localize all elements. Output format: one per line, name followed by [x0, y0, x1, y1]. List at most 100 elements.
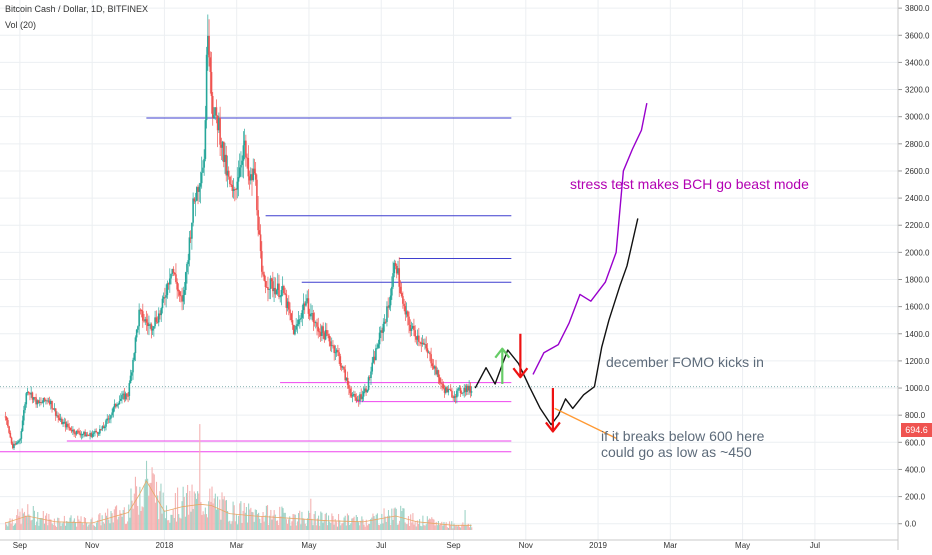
- candle-body: [443, 388, 446, 393]
- candle-body: [184, 272, 187, 291]
- volume-bar: [357, 522, 360, 530]
- volume-bar: [384, 516, 386, 530]
- volume-bar: [211, 486, 213, 530]
- candle-body: [249, 174, 252, 181]
- volume-bar: [66, 521, 68, 530]
- candle-body: [345, 377, 348, 381]
- candle-body: [72, 429, 74, 432]
- candle-body: [353, 394, 355, 396]
- candle-body: [53, 408, 56, 410]
- volume-bar: [239, 503, 241, 530]
- volume-bar: [330, 522, 332, 530]
- candle-body: [242, 145, 245, 161]
- volume-bar: [442, 525, 444, 530]
- volume-bar: [236, 524, 239, 530]
- candle-body: [219, 117, 221, 145]
- volume-bar: [396, 524, 398, 530]
- volume-bar: [62, 521, 64, 530]
- volume-bar: [365, 519, 367, 530]
- candle-body: [80, 434, 83, 436]
- x-tick-label: Sep: [13, 541, 28, 550]
- candle-body: [371, 362, 374, 372]
- candle-body: [92, 432, 95, 434]
- candle-body: [329, 341, 332, 347]
- volume-bar: [24, 515, 27, 530]
- candle-body: [313, 321, 316, 323]
- candle-body: [409, 324, 412, 331]
- candle-body: [171, 268, 174, 274]
- candle-body: [414, 330, 416, 337]
- volume-bar: [410, 514, 412, 530]
- candle-body: [126, 393, 128, 396]
- volume-bar: [180, 518, 182, 530]
- candle-body: [457, 388, 459, 391]
- volume-bar: [250, 507, 252, 530]
- candle-body: [30, 392, 32, 395]
- volume-bar: [47, 525, 49, 530]
- candle-body: [274, 287, 277, 295]
- volume-bar: [139, 486, 141, 530]
- volume-bar: [393, 508, 395, 530]
- annotation-marks: [494, 333, 617, 439]
- candle-body: [94, 430, 96, 433]
- volume-bar: [218, 509, 220, 530]
- volume-bar: [328, 515, 330, 530]
- volume-bar: [188, 514, 190, 530]
- candle-body: [287, 301, 290, 310]
- candle-body: [102, 426, 105, 429]
- volume-bar: [343, 517, 345, 530]
- candle-body: [359, 394, 361, 402]
- volume-bar: [164, 518, 166, 530]
- current-price-badge: 694.6: [901, 423, 932, 437]
- candle-body: [15, 442, 18, 445]
- volume-bar: [458, 526, 461, 530]
- volume-bar: [414, 521, 416, 530]
- volume-bar: [48, 513, 50, 530]
- volume-bar: [253, 521, 255, 530]
- volume-bar: [6, 524, 8, 530]
- candle-body: [43, 397, 46, 401]
- candle-body: [468, 385, 470, 391]
- volume-bar: [268, 525, 270, 530]
- volume-bar: [13, 524, 15, 530]
- volume-bar: [43, 523, 45, 530]
- candle-body: [20, 431, 23, 439]
- y-tick-label: 800.0: [905, 411, 926, 420]
- volume-bar: [336, 526, 338, 530]
- candle-body: [270, 278, 273, 282]
- x-tick-label: Sep: [446, 541, 461, 550]
- y-tick-label: 2000.0: [905, 248, 930, 257]
- volume-bar: [316, 518, 319, 530]
- candle-body: [289, 309, 291, 314]
- candle-body: [16, 442, 19, 444]
- candle-body: [187, 260, 190, 264]
- volume-bar: [160, 483, 162, 530]
- volume-bar: [304, 523, 306, 530]
- candle-body: [85, 434, 88, 437]
- volume-bar: [374, 518, 376, 530]
- volume-bar: [158, 519, 160, 530]
- volume-bar: [185, 493, 188, 530]
- candle-body: [124, 393, 127, 400]
- volume-bar: [437, 520, 439, 530]
- candle-body: [200, 172, 203, 184]
- candle-body: [446, 387, 448, 393]
- candle-body: [327, 333, 329, 336]
- candle-body: [283, 286, 285, 294]
- candle-body: [40, 402, 42, 403]
- volume-bar: [282, 508, 284, 530]
- breakdown-annotation-line-2: could go as low as ~450: [601, 444, 752, 460]
- candle-body: [115, 403, 117, 407]
- candle-body: [240, 164, 242, 168]
- candle-body: [308, 313, 311, 317]
- volume-bar: [99, 513, 101, 530]
- candle-body: [341, 366, 344, 368]
- candle-body: [442, 384, 445, 389]
- candle-body: [405, 311, 408, 315]
- candle-body: [295, 325, 297, 330]
- candle-body: [335, 350, 338, 353]
- candle-body: [58, 417, 61, 421]
- candle-body: [440, 382, 442, 384]
- candle-body: [321, 326, 323, 336]
- volume-bar: [21, 508, 23, 530]
